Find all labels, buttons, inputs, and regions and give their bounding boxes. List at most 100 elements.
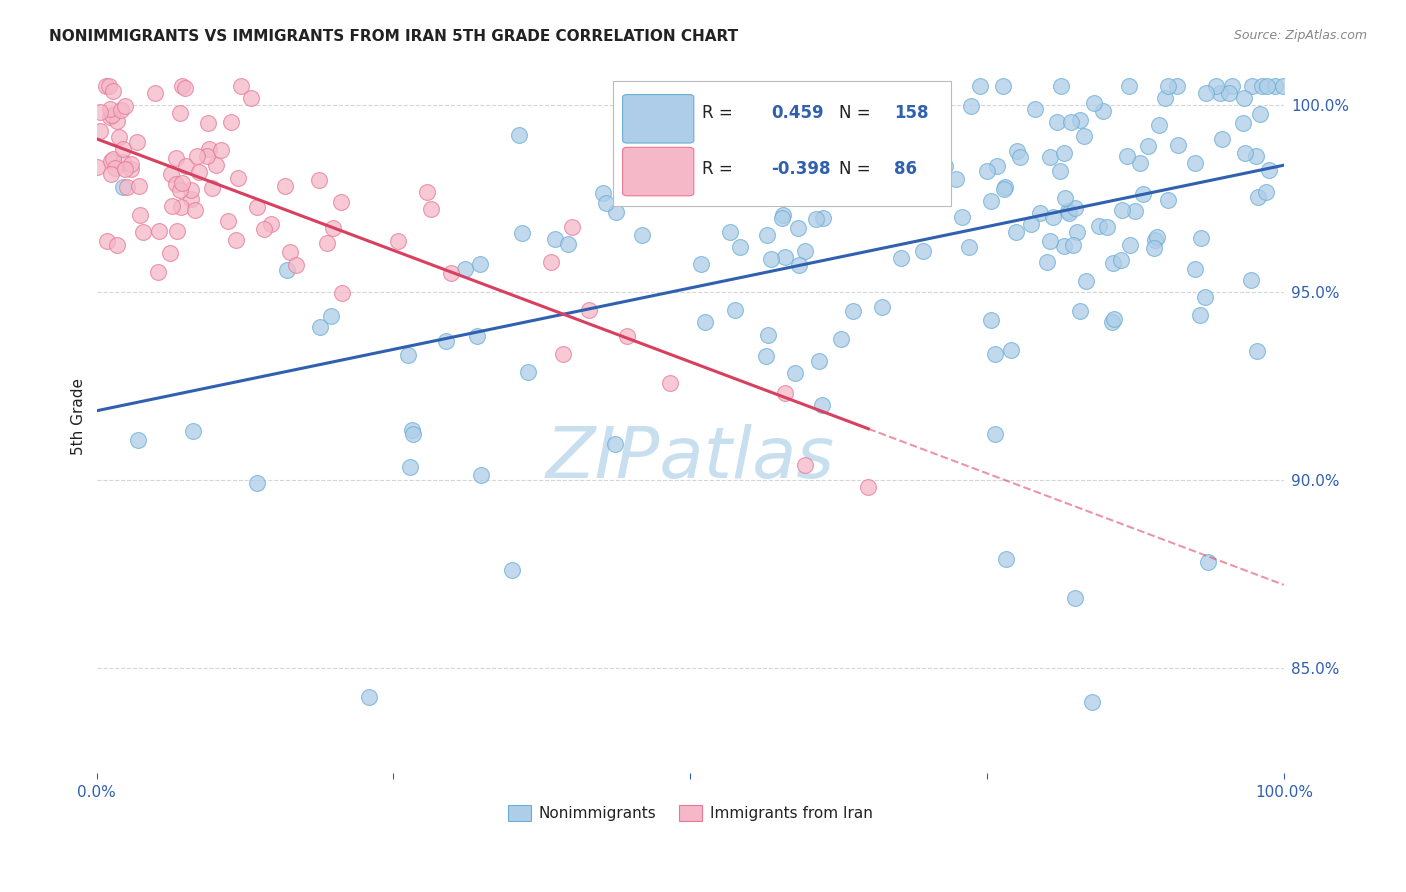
Point: [1254, 185, 1277, 199]
Point: [316, 236, 339, 251]
Point: [1251, 78, 1274, 93]
Point: [309, 320, 332, 334]
Point: [730, 240, 752, 254]
Point: [454, 261, 477, 276]
Point: [773, 251, 796, 265]
Text: R =: R =: [702, 104, 738, 122]
Point: [1019, 217, 1042, 231]
Point: [284, 258, 307, 272]
Point: [330, 285, 353, 300]
Point: [174, 159, 197, 173]
Point: [1189, 231, 1212, 245]
FancyBboxPatch shape: [613, 81, 952, 206]
Point: [934, 159, 956, 173]
Point: [630, 228, 652, 243]
Point: [246, 200, 269, 214]
Point: [172, 78, 194, 93]
Point: [128, 208, 150, 222]
Point: [104, 161, 127, 176]
Point: [1039, 235, 1062, 249]
Point: [159, 246, 181, 260]
Point: [690, 257, 713, 271]
FancyBboxPatch shape: [623, 147, 693, 196]
Point: [240, 91, 263, 105]
Point: [169, 183, 191, 197]
Point: [1209, 87, 1232, 101]
Text: -0.398: -0.398: [770, 160, 831, 178]
Point: [260, 217, 283, 231]
Point: [1184, 155, 1206, 169]
Point: [911, 244, 934, 258]
Point: [1146, 230, 1168, 244]
Point: [1005, 144, 1028, 158]
Point: [1057, 204, 1080, 219]
Point: [808, 354, 831, 368]
Point: [787, 221, 810, 235]
Point: [986, 160, 1008, 174]
Point: [1053, 146, 1076, 161]
Point: [280, 244, 302, 259]
Point: [693, 315, 716, 329]
Point: [1272, 78, 1295, 93]
Point: [1092, 104, 1115, 119]
Point: [1194, 86, 1216, 100]
Point: [605, 204, 627, 219]
Point: [1116, 148, 1139, 162]
Point: [1101, 315, 1123, 329]
Text: R =: R =: [702, 160, 738, 178]
Point: [146, 265, 169, 279]
Point: [1194, 290, 1216, 304]
Point: [945, 171, 967, 186]
Point: [101, 152, 124, 166]
Point: [1119, 238, 1142, 252]
Point: [108, 129, 131, 144]
Point: [120, 157, 142, 171]
Point: [1039, 150, 1062, 164]
Point: [870, 300, 893, 314]
Point: [125, 135, 148, 149]
Point: [1129, 155, 1152, 169]
Point: [1143, 241, 1166, 255]
Point: [561, 219, 583, 234]
Point: [114, 99, 136, 113]
Point: [1054, 190, 1077, 204]
Point: [166, 224, 188, 238]
Point: [253, 221, 276, 235]
Point: [148, 224, 170, 238]
Point: [219, 115, 242, 129]
Point: [396, 347, 419, 361]
Point: [1246, 189, 1268, 203]
Text: 0.459: 0.459: [770, 104, 824, 122]
Point: [1062, 237, 1084, 252]
Point: [1102, 312, 1125, 326]
Point: [1083, 96, 1105, 111]
Point: [1241, 78, 1264, 93]
Point: [890, 251, 912, 265]
Point: [773, 386, 796, 401]
Point: [952, 211, 974, 225]
Point: [1256, 78, 1278, 93]
Point: [128, 179, 150, 194]
Point: [115, 180, 138, 194]
Point: [114, 161, 136, 176]
Point: [322, 221, 344, 235]
Point: [595, 196, 617, 211]
Point: [98, 78, 121, 93]
Point: [755, 349, 778, 363]
Point: [1264, 78, 1286, 93]
Point: [1233, 145, 1256, 160]
Point: [160, 199, 183, 213]
Point: [1000, 343, 1022, 357]
Point: [785, 367, 807, 381]
Point: [811, 211, 834, 225]
Point: [180, 183, 202, 197]
Point: [540, 255, 562, 269]
Point: [100, 108, 122, 122]
Point: [169, 106, 191, 120]
Point: [1157, 78, 1180, 93]
Point: [991, 78, 1014, 93]
Point: [787, 258, 810, 272]
Point: [229, 78, 252, 93]
Point: [112, 154, 135, 169]
Point: [470, 468, 492, 483]
